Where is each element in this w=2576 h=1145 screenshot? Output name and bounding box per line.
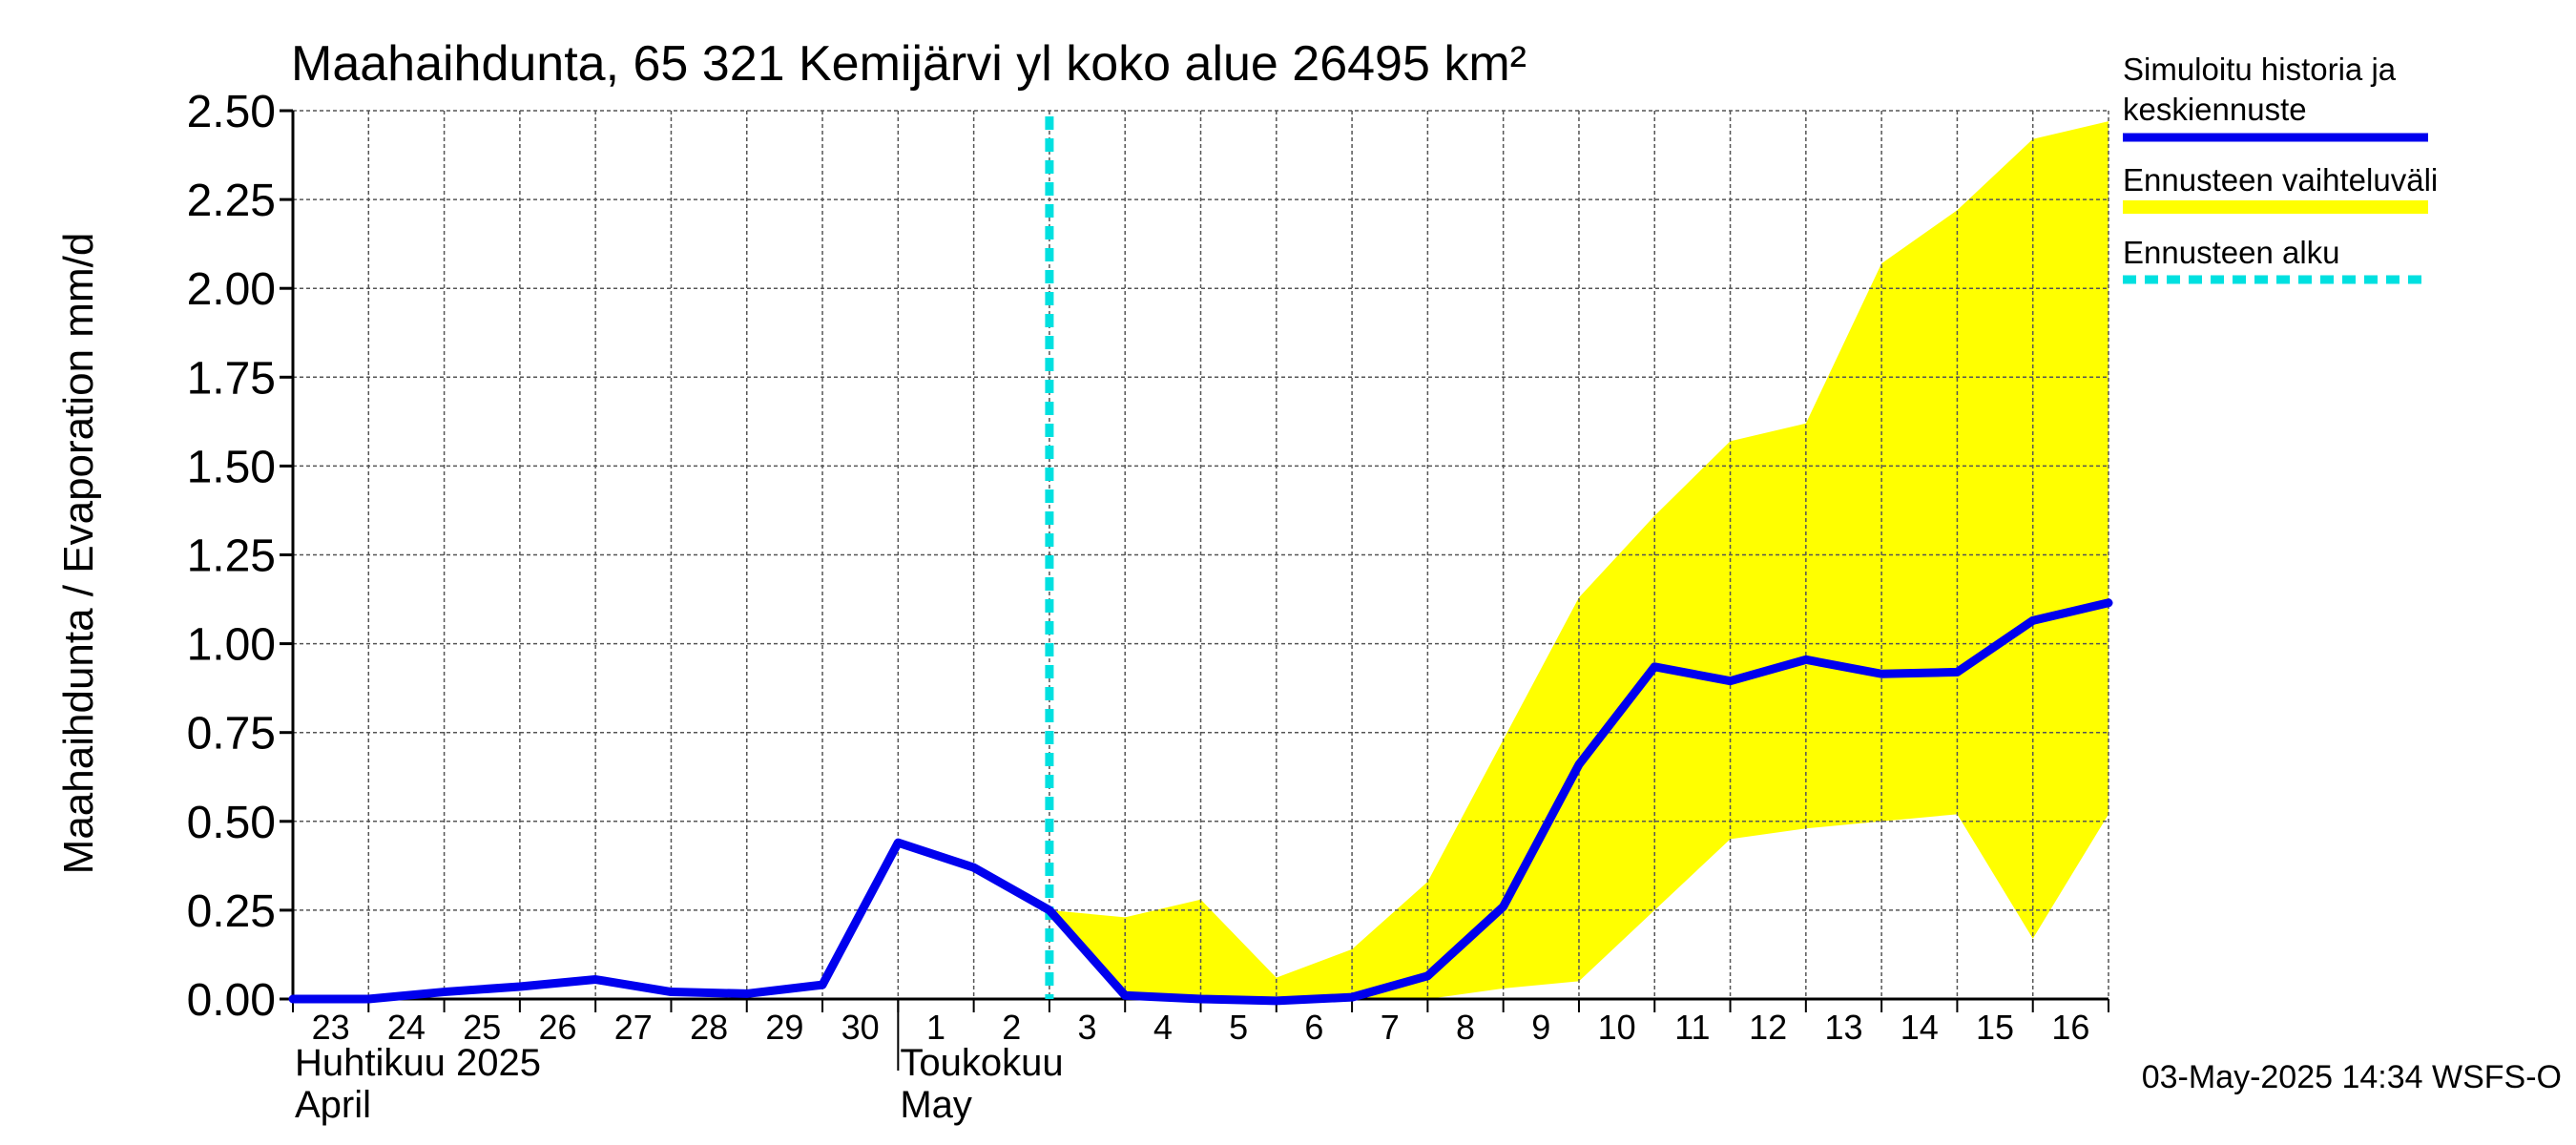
y-axis-label: Maahaihdunta / Evaporation mm/d bbox=[55, 233, 102, 875]
x-day-label: 12 bbox=[1749, 1008, 1787, 1047]
forecast-range-band bbox=[1049, 121, 2109, 999]
month-label-english: April bbox=[295, 1084, 371, 1126]
data-point bbox=[519, 986, 521, 988]
data-point bbox=[1426, 975, 1428, 977]
footer-timestamp: 03-May-2025 14:34 WSFS-O bbox=[2142, 1059, 2562, 1095]
data-point bbox=[594, 979, 596, 981]
y-tick-label: 0.50 bbox=[187, 798, 276, 848]
x-day-label: 27 bbox=[614, 1008, 653, 1047]
legend-label-range: Ennusteen vaihteluväli bbox=[2123, 162, 2438, 198]
x-day-label: 15 bbox=[1976, 1008, 2014, 1047]
chart-title: Maahaihdunta, 65 321 Kemijärvi yl koko a… bbox=[291, 36, 1527, 92]
data-point bbox=[1276, 1000, 1278, 1002]
x-day-label: 8 bbox=[1456, 1008, 1475, 1047]
x-day-label: 6 bbox=[1304, 1008, 1323, 1047]
data-point bbox=[1730, 680, 1732, 682]
y-tick-label: 0.75 bbox=[187, 709, 276, 760]
data-point bbox=[973, 866, 975, 868]
x-day-label: 4 bbox=[1153, 1008, 1173, 1047]
x-day-label: 25 bbox=[463, 1008, 501, 1047]
y-tick-label: 0.00 bbox=[187, 975, 276, 1026]
x-day-label: 3 bbox=[1078, 1008, 1097, 1047]
data-point bbox=[1805, 658, 1807, 660]
y-tick-label: 0.25 bbox=[187, 886, 276, 937]
y-tick-label: 1.00 bbox=[187, 620, 276, 671]
data-point bbox=[292, 998, 294, 1000]
x-day-label: 5 bbox=[1229, 1008, 1248, 1047]
x-day-label: 24 bbox=[387, 1008, 426, 1047]
x-day-label: 13 bbox=[1824, 1008, 1862, 1047]
data-point bbox=[1124, 994, 1126, 996]
x-day-label: 9 bbox=[1531, 1008, 1550, 1047]
legend-label-simulated: Simuloitu historia ja bbox=[2123, 52, 2397, 87]
month-label: Toukokuu bbox=[900, 1042, 1063, 1084]
y-tick-label: 1.50 bbox=[187, 442, 276, 492]
y-tick-label: 1.75 bbox=[187, 353, 276, 404]
x-day-label: 2 bbox=[1002, 1008, 1021, 1047]
y-tick-label: 2.25 bbox=[187, 176, 276, 226]
data-point bbox=[367, 998, 369, 1000]
x-day-label: 29 bbox=[765, 1008, 803, 1047]
x-day-label: 26 bbox=[538, 1008, 576, 1047]
data-point bbox=[1503, 906, 1505, 907]
y-tick-label: 2.00 bbox=[187, 264, 276, 315]
month-label: Huhtikuu 2025 bbox=[295, 1042, 541, 1084]
x-day-label: 30 bbox=[841, 1008, 880, 1047]
month-label-english: May bbox=[900, 1084, 972, 1126]
y-tick-label: 1.25 bbox=[187, 531, 276, 582]
x-day-label: 11 bbox=[1674, 1008, 1710, 1047]
data-point bbox=[2032, 619, 2034, 621]
data-point bbox=[1351, 996, 1353, 998]
legend-label-simulated-line2: keskiennuste bbox=[2123, 92, 2307, 127]
data-point bbox=[1956, 671, 1958, 673]
data-point bbox=[670, 991, 672, 993]
x-day-label: 10 bbox=[1598, 1008, 1636, 1047]
data-point bbox=[746, 992, 748, 994]
x-day-label: 1 bbox=[926, 1008, 945, 1047]
x-day-label: 7 bbox=[1381, 1008, 1400, 1047]
data-point bbox=[444, 991, 446, 993]
y-tick-label: 2.50 bbox=[187, 87, 276, 137]
data-point bbox=[1200, 998, 1201, 1000]
data-point bbox=[1578, 763, 1580, 765]
legend-label-forecast-start: Ennusteen alku bbox=[2123, 235, 2340, 270]
data-point bbox=[821, 984, 823, 986]
data-point bbox=[1880, 673, 1882, 675]
data-point bbox=[1653, 666, 1655, 668]
x-day-label: 23 bbox=[312, 1008, 350, 1047]
x-day-label: 28 bbox=[690, 1008, 728, 1047]
x-day-label: 16 bbox=[2051, 1008, 2089, 1047]
x-day-label: 14 bbox=[1901, 1008, 1939, 1047]
